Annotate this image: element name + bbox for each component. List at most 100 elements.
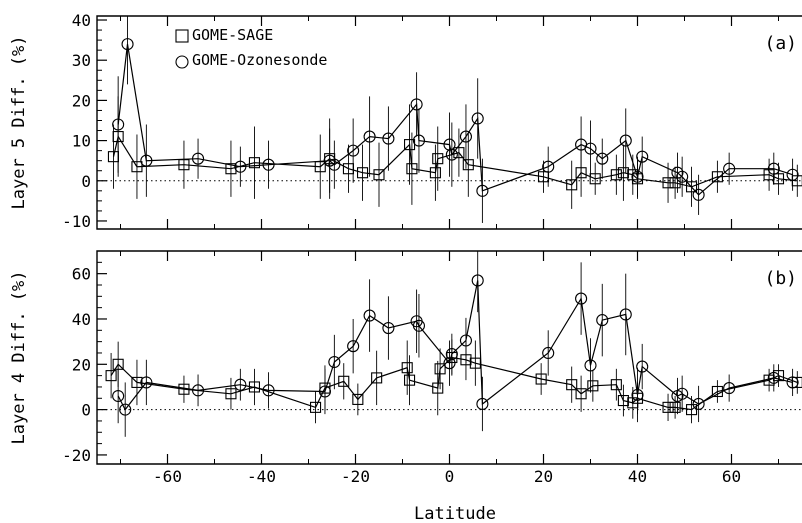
data-point-circle <box>318 385 332 398</box>
x-tick-label: 0 <box>445 467 455 486</box>
data-point-circle <box>234 160 247 173</box>
data-point-circle <box>676 387 689 400</box>
y-tick-label: 60 <box>72 265 91 284</box>
data-point-circle <box>443 357 456 370</box>
data-point-circle <box>328 158 341 171</box>
data-point-circle <box>192 384 205 397</box>
data-point-circle <box>140 376 153 389</box>
data-point-circle <box>692 397 705 411</box>
data-point-square <box>685 181 698 193</box>
data-point-square <box>589 173 601 185</box>
legend-label: GOME-Ozonesonde <box>192 51 327 69</box>
data-point-circle <box>192 152 205 165</box>
y-tick-label: 20 <box>72 91 91 110</box>
data-point-circle <box>619 134 632 147</box>
data-point-circle <box>119 403 132 416</box>
x-axis-label: Latitude <box>414 504 496 523</box>
y-tick-label: -10 <box>62 212 91 231</box>
y-tick-label: 0 <box>81 401 91 420</box>
data-point-circle <box>636 150 649 163</box>
data-point-square <box>669 401 681 413</box>
data-point-square <box>401 362 413 374</box>
panel-label: (b) <box>764 268 797 289</box>
data-point-circle <box>347 144 360 157</box>
y-tick-label: 40 <box>72 11 91 30</box>
data-point-circle <box>542 160 555 173</box>
legend: GOME-SAGE GOME-Ozonesonde <box>175 26 327 69</box>
data-point-square <box>662 401 674 413</box>
data-point-circle <box>786 168 799 181</box>
x-tick-label: -60 <box>153 467 182 486</box>
data-point-square <box>131 376 143 388</box>
data-point-circle <box>786 376 799 389</box>
data-point-circle <box>584 142 597 155</box>
data-point-circle <box>112 118 125 131</box>
data-point-circle <box>542 346 555 360</box>
data-point-square <box>429 167 441 179</box>
legend-circle-marker <box>175 55 189 69</box>
data-point-square <box>225 388 237 400</box>
data-point-square <box>356 167 369 179</box>
data-point-square <box>587 380 599 392</box>
data-point-circle <box>471 112 484 125</box>
data-point-square <box>225 163 237 175</box>
data-point-circle <box>412 319 426 332</box>
data-point-circle <box>323 154 336 167</box>
data-point-circle <box>459 130 473 143</box>
data-point-circle <box>363 130 376 143</box>
y-tick-label: 20 <box>72 355 91 374</box>
data-point-circle <box>631 388 644 401</box>
data-layer <box>105 251 802 437</box>
data-point-circle <box>347 340 360 353</box>
data-point-square <box>610 379 622 391</box>
y-tick-label: 0 <box>81 172 91 191</box>
data-point-square <box>432 153 444 165</box>
data-point-circle <box>363 309 376 322</box>
data-point-square <box>610 169 622 181</box>
data-point-circle <box>262 384 275 397</box>
legend-label: GOME-SAGE <box>192 26 273 44</box>
y-tick-label: 10 <box>72 132 91 151</box>
data-point-square <box>711 171 723 183</box>
data-point-circle <box>382 132 395 145</box>
panel-b-layer4: -20 0 20 40 60 -60 -40 -20 0 20 40 60 Layer 4 Diff. … <box>9 250 802 486</box>
x-tick-label: 20 <box>534 467 553 486</box>
data-point-square <box>352 393 364 405</box>
data-point-circle <box>459 334 473 347</box>
series-line <box>117 280 793 411</box>
data-point-square <box>662 177 674 189</box>
data-point-circle <box>767 371 780 384</box>
data-point-square <box>535 373 547 385</box>
legend-square-marker <box>175 29 189 43</box>
data-point-circle <box>596 152 609 165</box>
data-point-square <box>338 375 350 387</box>
data-point-circle <box>262 158 275 171</box>
series-circle <box>112 251 799 437</box>
data-point-circle <box>767 162 780 175</box>
data-point-circle <box>476 397 489 411</box>
x-tick-label: -20 <box>341 467 370 486</box>
data-point-circle <box>445 348 458 361</box>
series-circle <box>112 16 799 223</box>
data-point-square <box>248 157 260 169</box>
data-point-circle <box>723 162 736 175</box>
series-square <box>107 96 802 209</box>
x-tick-label: 40 <box>628 467 647 486</box>
x-tick-label: 60 <box>722 467 741 486</box>
data-point-circle <box>410 98 423 111</box>
data-point-square <box>462 159 474 171</box>
data-point-square <box>403 374 416 386</box>
data-point-circle <box>636 360 649 373</box>
data-point-square <box>131 161 143 173</box>
data-point-circle <box>476 184 489 197</box>
y-tick-label: 30 <box>72 51 91 70</box>
data-point-circle <box>631 170 644 183</box>
data-point-circle <box>112 389 125 403</box>
data-point-circle <box>692 188 705 201</box>
x-tick-label: -40 <box>247 467 276 486</box>
data-point-circle <box>445 148 458 161</box>
data-point-square <box>566 379 578 391</box>
data-point-circle <box>671 166 684 179</box>
panel-label: (a) <box>764 33 797 54</box>
data-point-circle <box>382 321 395 335</box>
